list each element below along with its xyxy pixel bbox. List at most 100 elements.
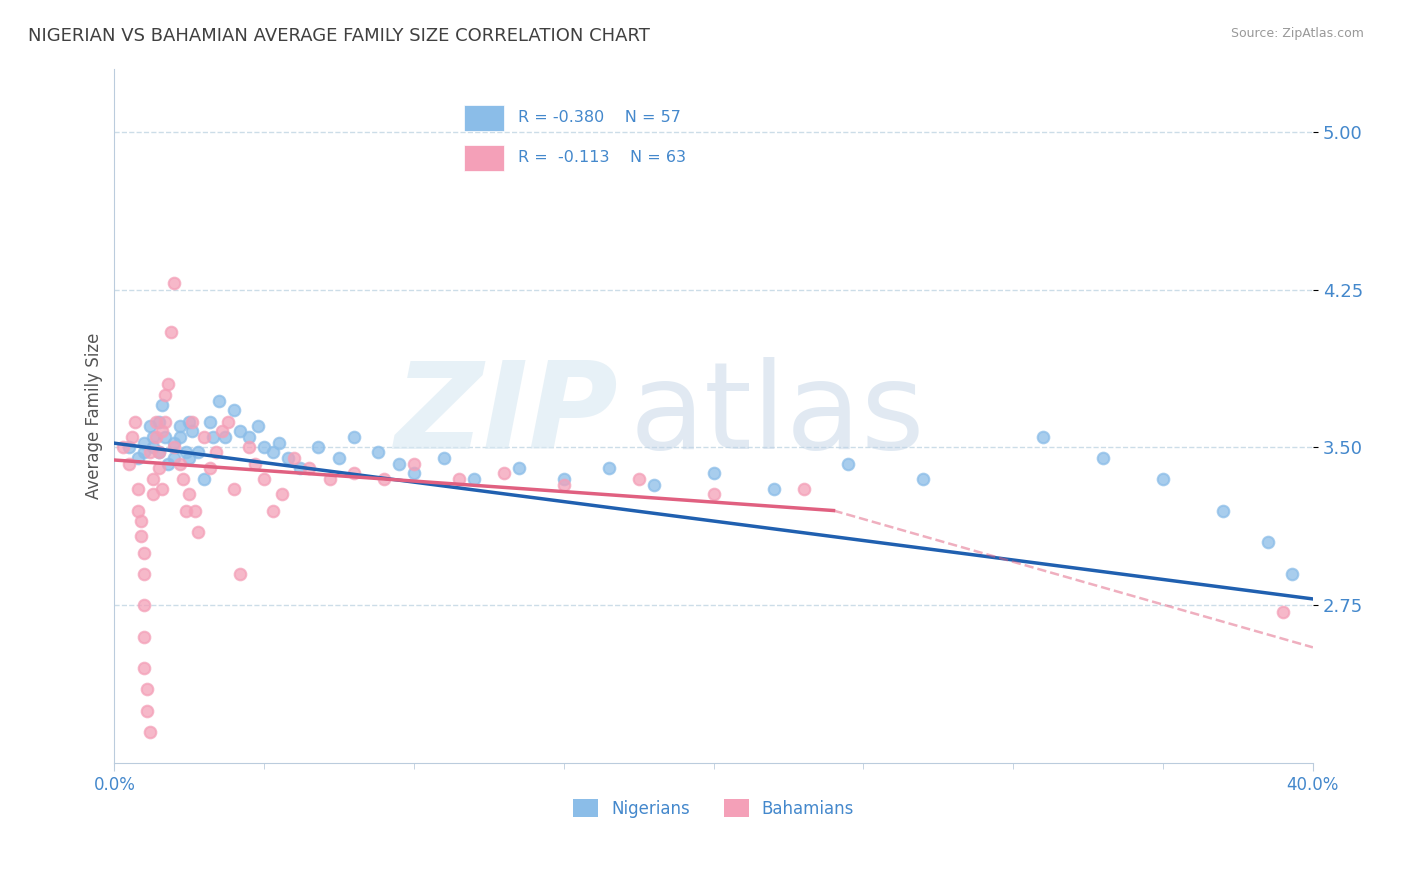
Point (229, 424, 252, 438)
Point (118, 441, 141, 455)
Point (298, 461, 321, 475)
Point (179, 450, 201, 465)
Point (134, 546, 156, 560)
Point (131, 514, 153, 528)
Point (127, 503, 149, 517)
Point (169, 419, 191, 434)
Point (176, 503, 198, 517)
Point (253, 472, 276, 486)
Point (492, 466, 515, 480)
Point (793, 483, 815, 497)
Point (283, 450, 305, 465)
Point (112, 441, 135, 455)
Point (253, 441, 276, 455)
Point (1281, 566, 1303, 581)
Point (627, 472, 650, 486)
Point (169, 457, 191, 471)
Point (127, 483, 149, 497)
Point (145, 415, 167, 429)
Point (142, 441, 165, 455)
Point (139, 419, 162, 434)
Point (447, 472, 470, 486)
Point (139, 724, 162, 739)
Point (1152, 472, 1174, 486)
Point (131, 529, 153, 543)
Point (245, 457, 267, 471)
Point (181, 424, 204, 438)
Point (1032, 430, 1054, 444)
Point (1257, 535, 1279, 549)
Point (187, 524, 209, 539)
Point (142, 472, 165, 486)
Point (762, 483, 785, 497)
Point (343, 466, 366, 480)
Point (224, 402, 246, 417)
Point (433, 450, 456, 465)
Point (200, 415, 222, 429)
Point (179, 486, 201, 500)
Point (1092, 450, 1115, 465)
Point (139, 444, 162, 458)
Point (169, 430, 191, 444)
Point (202, 430, 225, 444)
Point (373, 472, 395, 486)
Point (288, 461, 311, 475)
Point (150, 398, 173, 412)
Point (160, 325, 183, 339)
Point (142, 430, 165, 444)
Point (402, 457, 425, 471)
Point (229, 566, 252, 581)
Point (121, 430, 143, 444)
Point (145, 430, 167, 444)
Point (134, 630, 156, 644)
Point (163, 450, 186, 465)
Point (1212, 503, 1234, 517)
Point (238, 430, 260, 444)
Point (200, 461, 222, 475)
Text: ZIP: ZIP (394, 358, 617, 475)
Point (598, 461, 620, 475)
Text: atlas: atlas (630, 358, 925, 475)
Point (343, 430, 366, 444)
Point (307, 441, 329, 455)
Point (134, 436, 156, 450)
Point (238, 441, 260, 455)
Point (193, 430, 215, 444)
Point (553, 478, 575, 492)
Point (319, 472, 342, 486)
Point (134, 599, 156, 613)
Point (269, 436, 291, 450)
Point (1271, 605, 1294, 619)
Y-axis label: Average Family Size: Average Family Size (86, 333, 103, 499)
Point (124, 415, 146, 429)
Point (247, 419, 270, 434)
Point (703, 486, 725, 500)
Point (155, 415, 177, 429)
Point (402, 466, 425, 480)
Point (912, 472, 935, 486)
Point (224, 483, 246, 497)
Text: NIGERIAN VS BAHAMIAN AVERAGE FAMILY SIZE CORRELATION CHART: NIGERIAN VS BAHAMIAN AVERAGE FAMILY SIZE… (28, 27, 650, 45)
Point (463, 472, 485, 486)
Point (163, 436, 186, 450)
Point (508, 461, 530, 475)
Text: Source: ZipAtlas.com: Source: ZipAtlas.com (1230, 27, 1364, 40)
Point (643, 478, 665, 492)
Point (208, 394, 231, 409)
Point (277, 450, 299, 465)
Point (157, 457, 180, 471)
Point (134, 661, 156, 675)
Point (148, 461, 170, 475)
Point (163, 277, 186, 291)
Point (193, 472, 215, 486)
Point (553, 472, 575, 486)
Point (187, 444, 209, 458)
Point (205, 444, 228, 458)
Point (155, 430, 177, 444)
Legend: Nigerians, Bahamians: Nigerians, Bahamians (567, 793, 860, 824)
Point (176, 444, 198, 458)
Point (136, 682, 159, 697)
Point (388, 457, 411, 471)
Point (214, 430, 236, 444)
Point (181, 415, 204, 429)
